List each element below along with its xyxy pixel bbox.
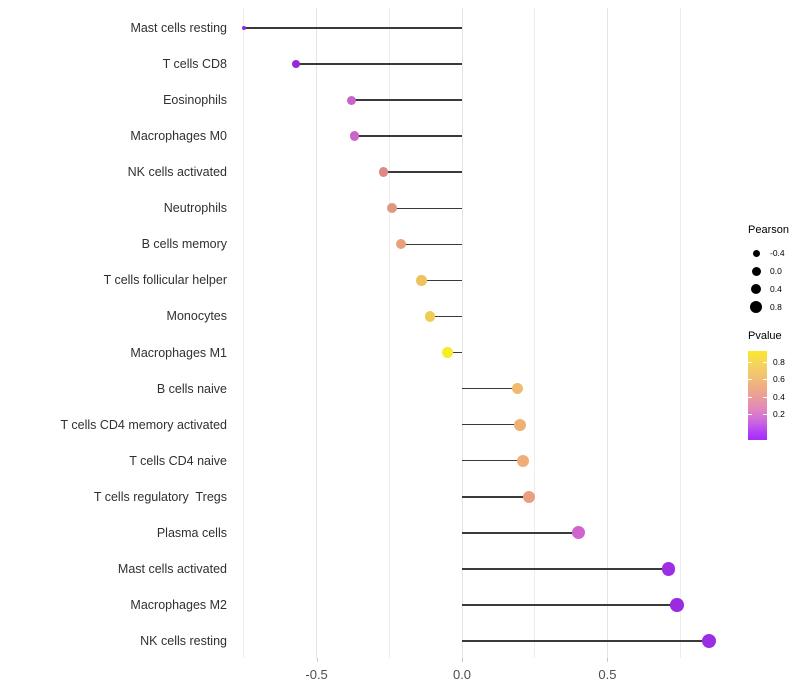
- lollipop-stem: [383, 171, 462, 173]
- pearson-legend-value: 0.4: [770, 284, 782, 294]
- data-point: [661, 562, 676, 576]
- y-axis-label: B cells naive: [156, 381, 227, 396]
- x-axis-tick-label: -0.5: [305, 667, 328, 682]
- x-axis-tick: [462, 658, 463, 662]
- gridline: [461, 8, 463, 658]
- pearson-legend-items: -0.4 0.0 0.4 0.8: [748, 244, 800, 316]
- gridline: [316, 8, 318, 658]
- pvalue-tick-label: 0.4: [773, 392, 785, 402]
- pvalue-bar-tick: [748, 379, 752, 380]
- data-point: [702, 634, 717, 649]
- gridline: [679, 8, 681, 658]
- y-axis-label: NK cells resting: [140, 634, 227, 649]
- y-axis-label: B cells memory: [141, 237, 227, 252]
- pearson-legend-item: 0.4: [748, 280, 800, 298]
- pvalue-bar-tick: [763, 379, 767, 380]
- y-axis-label: Macrophages M1: [130, 345, 227, 360]
- gridline: [534, 8, 536, 658]
- pearson-legend-dot: [750, 301, 762, 313]
- pvalue-tick-label: 0.2: [773, 409, 785, 419]
- gridline: [243, 8, 245, 658]
- pvalue-bar-tick: [748, 397, 752, 398]
- pearson-legend-dot: [750, 283, 762, 295]
- pearson-legend-dot: [751, 266, 761, 276]
- lollipop-stem: [243, 27, 462, 29]
- pearson-legend-value: -0.4: [770, 248, 785, 258]
- pearson-legend-item: 0.8: [748, 298, 800, 316]
- y-axis-label: T cells CD4 memory activated: [60, 417, 228, 432]
- data-point: [424, 311, 436, 322]
- pvalue-tick-label: 0.8: [773, 357, 785, 367]
- pvalue-legend-title: Pvalue: [748, 330, 782, 342]
- data-point: [571, 526, 585, 540]
- data-point: [441, 347, 453, 359]
- data-point: [416, 275, 427, 286]
- gridline: [388, 8, 390, 658]
- y-axis-label: Monocytes: [166, 309, 227, 324]
- data-point: [517, 454, 530, 467]
- lollipop-stem: [462, 640, 710, 642]
- y-axis-label: Neutrophils: [163, 201, 227, 216]
- data-point: [514, 418, 527, 431]
- x-axis-tick: [316, 658, 318, 662]
- lollipop-stem: [351, 99, 462, 101]
- x-axis-tick-label: 0.0: [452, 667, 472, 682]
- pearson-legend-title: Pearson: [748, 224, 789, 236]
- pvalue-bar-tick: [763, 414, 767, 415]
- pvalue-color-legend: Pvalue 0.8 0.6 0.4 0.2: [748, 330, 785, 440]
- pearson-legend-item: -0.4: [748, 244, 800, 262]
- lollipop-stem: [462, 568, 669, 570]
- pvalue-tick-label: 0.6: [773, 374, 785, 384]
- data-point: [378, 167, 389, 177]
- lollipop-stem: [447, 351, 462, 354]
- plot-panel: [237, 8, 723, 658]
- lollipop-stem: [354, 135, 462, 137]
- data-point: [241, 26, 246, 30]
- y-axis-label: Mast cells activated: [117, 561, 227, 576]
- y-axis-label: Macrophages M2: [130, 597, 227, 612]
- data-point: [522, 490, 536, 504]
- lollipop-stem: [430, 315, 462, 318]
- data-point: [346, 95, 356, 105]
- pvalue-bar-tick: [748, 362, 752, 363]
- y-axis-label: NK cells activated: [127, 165, 227, 180]
- pvalue-bar-tick: [763, 362, 767, 363]
- pearson-size-legend: Pearson -0.4 0.0 0.4 0.8: [748, 224, 800, 316]
- lollipop-stem: [462, 387, 518, 390]
- y-axis-label: Mast cells resting: [130, 21, 227, 35]
- y-axis-label: Plasma cells: [156, 525, 227, 540]
- lollipop-stem: [296, 63, 462, 65]
- lollipop-stem: [462, 459, 524, 462]
- lollipop-stem: [392, 207, 462, 210]
- y-axis-label: T cells regulatory Tregs: [93, 489, 227, 504]
- pearson-legend-item: 0.0: [748, 262, 800, 280]
- data-point: [349, 131, 360, 141]
- y-axis-label: Eosinophils: [163, 93, 227, 108]
- gridline: [606, 8, 608, 658]
- x-axis-tick-label: 0.5: [598, 667, 617, 682]
- data-point: [387, 203, 398, 214]
- data-point: [395, 239, 406, 250]
- x-axis-tick: [607, 658, 609, 662]
- lollipop-stem: [421, 279, 462, 282]
- pvalue-gradient-bar: 0.8 0.6 0.4 0.2: [748, 351, 785, 440]
- y-axis-label: T cells CD8: [162, 57, 227, 72]
- pvalue-bar-tick: [748, 414, 752, 415]
- lollipop-stem: [462, 423, 521, 426]
- lollipop-stem: [462, 496, 529, 498]
- pearson-legend-value: 0.8: [770, 302, 782, 312]
- lollipop-stem: [400, 243, 462, 246]
- y-axis-label: T cells follicular helper: [103, 273, 227, 288]
- lollipop-stem: [462, 532, 579, 534]
- data-point: [670, 598, 684, 612]
- lollipop-stem: [462, 604, 678, 606]
- data-point: [511, 382, 523, 395]
- pearson-legend-value: 0.0: [770, 266, 782, 276]
- y-axis-label: Macrophages M0: [130, 129, 227, 144]
- pearson-legend-dot: [752, 249, 760, 257]
- data-point: [292, 60, 301, 69]
- pvalue-bar-tick: [763, 397, 767, 398]
- y-axis-label: T cells CD4 naive: [129, 453, 227, 468]
